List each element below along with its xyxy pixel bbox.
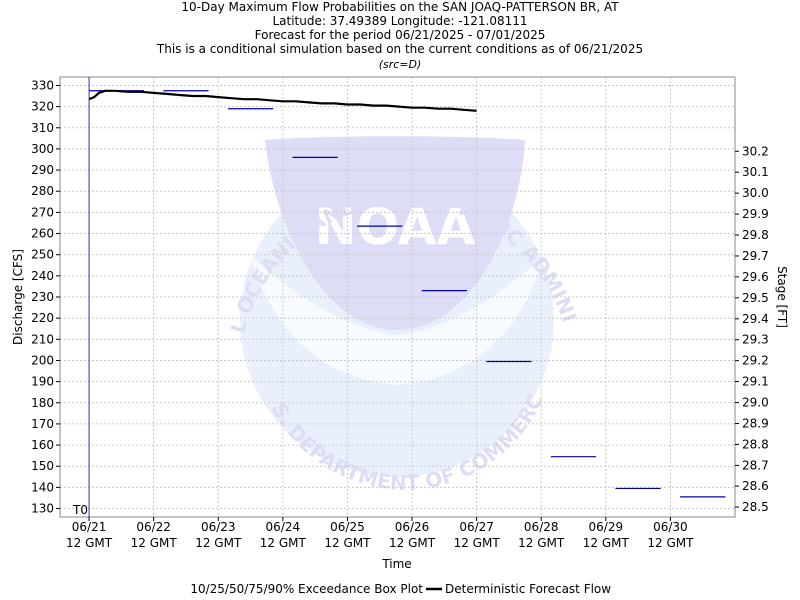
x-tick-label-time: 12 GMT	[583, 536, 630, 550]
y-tick-label: 280	[31, 184, 54, 198]
left-axis: 130 140 150 160 170 180 190 200 210 220 230 240 250 2…	[31, 78, 60, 516]
x-tick-label-time: 12 GMT	[647, 536, 694, 550]
y-right-tick-label: 29.0	[742, 396, 769, 410]
y-tick-label: 330	[31, 78, 54, 92]
y-tick-label: 140	[31, 480, 54, 494]
y-tick-label: 210	[31, 332, 54, 346]
legend-line-label: Deterministic Forecast Flow	[445, 582, 611, 596]
x-tick-label-time: 12 GMT	[131, 536, 178, 550]
x-tick-label-date: 06/26	[395, 520, 430, 534]
x-tick-label-date: 06/29	[589, 520, 624, 534]
x-tick-label-date: 06/30	[653, 520, 688, 534]
x-tick-label-date: 06/28	[524, 520, 559, 534]
y-right-tick-label: 29.4	[742, 312, 769, 326]
y-tick-label: 320	[31, 100, 54, 114]
y-right-tick-label: 29.2	[742, 354, 769, 368]
x-tick-label-time: 12 GMT	[324, 536, 371, 550]
x-tick-label-date: 06/27	[459, 520, 494, 534]
y-right-tick-label: 30.0	[742, 186, 769, 200]
chart-title-line-2: Latitude: 37.49389 Longitude: -121.08111	[272, 14, 528, 28]
y-tick-label: 160	[31, 438, 54, 452]
x-tick-label-date: 06/22	[136, 520, 171, 534]
x-tick-label-time: 12 GMT	[195, 536, 242, 550]
y-right-tick-label: 28.6	[742, 479, 769, 493]
y-tick-label: 150	[31, 459, 54, 473]
y-tick-label: 250	[31, 248, 54, 262]
y-axis-title: Discharge [CFS]	[11, 249, 25, 345]
y-tick-label: 190	[31, 375, 54, 389]
y-right-tick-label: 29.6	[742, 270, 769, 284]
y-tick-label: 260	[31, 227, 54, 241]
exceedance-bars	[89, 90, 726, 498]
y-right-tick-label: 29.8	[742, 228, 769, 242]
grid	[60, 77, 735, 517]
x-axis: 06/21 12 GMT 06/22 12 GMT 06/23 12 GMT 06/24 12…	[66, 517, 694, 550]
t0-label: T0	[72, 503, 88, 517]
y-right-tick-label: 29.5	[742, 291, 769, 305]
y-right-tick-label: 28.9	[742, 417, 769, 431]
y-tick-label: 180	[31, 396, 54, 410]
x-tick-label-time: 12 GMT	[518, 536, 565, 550]
noaa-watermark: NOAA NATIONAL OCEANIC AND ATMOSPHERIC AD…	[0, 0, 581, 495]
x-tick-label-date: 06/21	[72, 520, 107, 534]
deterministic-flow-line	[88, 89, 477, 112]
chart-subtitle: (src=D)	[378, 58, 422, 71]
y-tick-label: 270	[31, 205, 54, 219]
y-right-tick-label: 28.8	[742, 437, 769, 451]
watermark-bird-upper	[265, 136, 525, 330]
y-tick-label: 310	[31, 121, 54, 135]
y-tick-label: 230	[31, 290, 54, 304]
y-tick-label: 240	[31, 269, 54, 283]
y-tick-label: 170	[31, 417, 54, 431]
series-layer	[88, 89, 477, 112]
y-tick-label: 130	[31, 502, 54, 516]
x-tick-label-date: 06/24	[266, 520, 301, 534]
watermark-bird-wave	[250, 255, 545, 385]
y-right-tick-label: 29.7	[742, 249, 769, 263]
y-tick-label: 300	[31, 142, 54, 156]
y-right-tick-label: 29.1	[742, 375, 769, 389]
y-right-tick-label: 29.3	[742, 333, 769, 347]
y-right-tick-label: 30.2	[742, 144, 769, 158]
x-tick-label-time: 12 GMT	[66, 536, 113, 550]
y-right-tick-label: 30.1	[742, 165, 769, 179]
x-axis-title: Time	[381, 557, 411, 571]
x-tick-label-time: 12 GMT	[454, 536, 501, 550]
y-tick-label: 220	[31, 311, 54, 325]
right-axis: 28.5 28.6 28.7 28.8 28.9 29.0 29.1 29.2 29.3 29.4…	[735, 144, 769, 514]
y-tick-label: 290	[31, 163, 54, 177]
legend-box-plot-label: 10/25/50/75/90% Exceedance Box Plot	[190, 582, 423, 596]
legend: 10/25/50/75/90% Exceedance Box Plot Dete…	[190, 582, 611, 596]
y-right-tick-label: 28.5	[742, 500, 769, 514]
y-tick-label: 200	[31, 353, 54, 367]
x-tick-label-date: 06/25	[330, 520, 365, 534]
t0-marker: T0	[72, 77, 90, 517]
x-tick-label-time: 12 GMT	[260, 536, 307, 550]
x-tick-label-date: 06/23	[201, 520, 236, 534]
x-tick-label-time: 12 GMT	[389, 536, 436, 550]
y-axis-right-title: Stage [FT]	[775, 266, 789, 328]
y-right-tick-label: 28.7	[742, 458, 769, 472]
chart-title-line-1: 10-Day Maximum Flow Probabilities on the…	[181, 0, 619, 14]
chart-title-line-4: This is a conditional simulation based o…	[156, 42, 644, 56]
chart-title-line-3: Forecast for the period 06/21/2025 - 07/…	[254, 28, 546, 42]
watermark-logo-word: NOAA	[315, 198, 476, 256]
y-right-tick-label: 29.9	[742, 207, 769, 221]
